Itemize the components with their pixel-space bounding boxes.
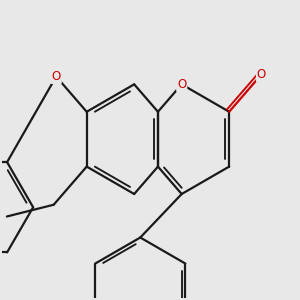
Text: O: O <box>177 78 186 91</box>
Text: O: O <box>257 68 266 81</box>
Text: O: O <box>52 70 61 83</box>
